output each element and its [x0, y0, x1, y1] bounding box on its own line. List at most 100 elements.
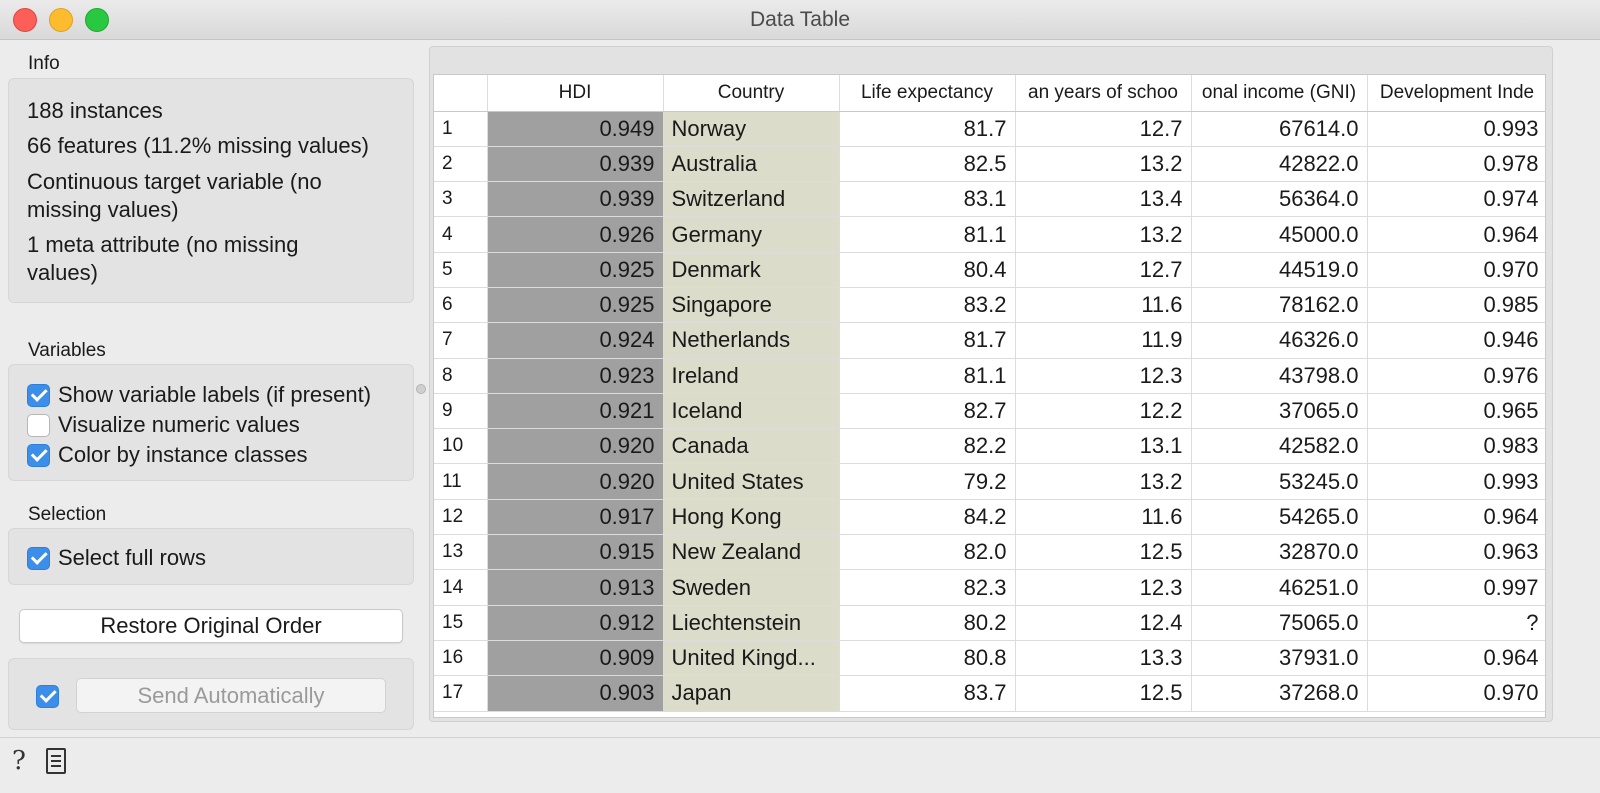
schooling-cell[interactable]: 12.3 [1015, 569, 1192, 606]
development-index-cell[interactable]: 0.965 [1367, 393, 1545, 430]
table-row[interactable]: 11 0.920 United States 79.2 13.2 53245.0 0.993 [434, 463, 1545, 500]
row-number[interactable]: 11 [434, 463, 488, 500]
gni-cell[interactable]: 53245.0 [1191, 463, 1368, 500]
row-number[interactable]: 1 [434, 111, 488, 147]
gni-cell[interactable]: 37931.0 [1191, 640, 1368, 677]
development-index-cell[interactable]: 0.970 [1367, 675, 1545, 712]
life-expectancy-cell[interactable]: 80.2 [839, 605, 1016, 641]
gni-header[interactable]: onal income (GNI) [1191, 75, 1368, 112]
hdi-cell[interactable]: 0.925 [487, 252, 664, 288]
country-cell[interactable]: Japan [663, 675, 840, 712]
hdi-cell[interactable]: 0.925 [487, 287, 664, 324]
gni-cell[interactable]: 46326.0 [1191, 322, 1368, 359]
life-expectancy-cell[interactable]: 82.7 [839, 393, 1016, 430]
country-cell[interactable]: United States [663, 463, 840, 500]
life-expectancy-cell[interactable]: 83.2 [839, 287, 1016, 324]
table-row[interactable]: 10 0.920 Canada 82.2 13.1 42582.0 0.983 [434, 428, 1545, 465]
hdi-cell[interactable]: 0.903 [487, 675, 664, 712]
data-table[interactable]: HDI Country Life expectancy an years of sch… [433, 74, 1546, 718]
table-row[interactable]: 7 0.924 Netherlands 81.7 11.9 46326.0 0.946 [434, 322, 1545, 359]
country-cell[interactable]: Norway [663, 111, 840, 147]
country-cell[interactable]: Hong Kong [663, 499, 840, 536]
development-index-cell[interactable]: 0.985 [1367, 287, 1545, 324]
life-expectancy-cell[interactable]: 84.2 [839, 499, 1016, 536]
life-expectancy-header[interactable]: Life expectancy [839, 75, 1016, 112]
country-cell[interactable]: New Zealand [663, 534, 840, 571]
hdi-cell[interactable]: 0.939 [487, 146, 664, 183]
row-number[interactable]: 8 [434, 358, 488, 394]
schooling-cell[interactable]: 13.2 [1015, 216, 1192, 253]
gni-cell[interactable]: 37268.0 [1191, 675, 1368, 712]
country-cell[interactable]: United Kingd... [663, 640, 840, 677]
gni-cell[interactable]: 75065.0 [1191, 605, 1368, 641]
country-cell[interactable]: Singapore [663, 287, 840, 324]
schooling-cell[interactable]: 12.7 [1015, 111, 1192, 147]
schooling-cell[interactable]: 11.6 [1015, 499, 1192, 536]
life-expectancy-cell[interactable]: 79.2 [839, 463, 1016, 500]
restore-original-order-button[interactable]: Restore Original Order [19, 609, 403, 643]
row-number[interactable]: 10 [434, 428, 488, 465]
row-number[interactable]: 12 [434, 499, 488, 536]
hdi-cell[interactable]: 0.913 [487, 569, 664, 606]
country-header[interactable]: Country [663, 75, 840, 112]
table-row[interactable]: 16 0.909 United Kingd... 80.8 13.3 37931.0 0.9… [434, 640, 1545, 677]
hdi-cell[interactable]: 0.917 [487, 499, 664, 536]
row-number[interactable]: 7 [434, 322, 488, 359]
visualize-numeric-option[interactable]: Visualize numeric values [27, 412, 300, 438]
development-index-cell[interactable]: 0.993 [1367, 463, 1545, 500]
close-window-button[interactable] [13, 8, 37, 32]
life-expectancy-cell[interactable]: 83.1 [839, 181, 1016, 218]
table-row[interactable]: 8 0.923 Ireland 81.1 12.3 43798.0 0.976 [434, 358, 1545, 394]
hdi-cell[interactable]: 0.912 [487, 605, 664, 641]
hdi-cell[interactable]: 0.909 [487, 640, 664, 677]
row-number[interactable]: 3 [434, 181, 488, 218]
minimize-window-button[interactable] [49, 8, 73, 32]
schooling-cell[interactable]: 12.2 [1015, 393, 1192, 430]
auto-send-option[interactable] [36, 683, 67, 709]
schooling-cell[interactable]: 11.6 [1015, 287, 1192, 324]
table-row[interactable]: 5 0.925 Denmark 80.4 12.7 44519.0 0.970 [434, 252, 1545, 288]
gni-cell[interactable]: 42822.0 [1191, 146, 1368, 183]
table-row[interactable]: 6 0.925 Singapore 83.2 11.6 78162.0 0.985 [434, 287, 1545, 324]
development-index-cell[interactable]: 0.997 [1367, 569, 1545, 606]
table-row[interactable]: 2 0.939 Australia 82.5 13.2 42822.0 0.978 [434, 146, 1545, 183]
table-row[interactable]: 14 0.913 Sweden 82.3 12.3 46251.0 0.997 [434, 569, 1545, 606]
schooling-cell[interactable]: 12.5 [1015, 534, 1192, 571]
schooling-cell[interactable]: 13.3 [1015, 640, 1192, 677]
table-row[interactable]: 15 0.912 Liechtenstein 80.2 12.4 75065.0? [434, 605, 1545, 641]
country-cell[interactable]: Sweden [663, 569, 840, 606]
table-row[interactable]: 3 0.939 Switzerland 83.1 13.4 56364.0 0.974 [434, 181, 1545, 218]
hdi-cell[interactable]: 0.924 [487, 322, 664, 359]
schooling-cell[interactable]: 13.2 [1015, 463, 1192, 500]
life-expectancy-cell[interactable]: 82.2 [839, 428, 1016, 465]
development-index-cell[interactable]: 0.964 [1367, 640, 1545, 677]
country-cell[interactable]: Australia [663, 146, 840, 183]
show-variable-labels-checkbox[interactable] [27, 383, 50, 407]
gni-cell[interactable]: 32870.0 [1191, 534, 1368, 571]
life-expectancy-cell[interactable]: 80.8 [839, 640, 1016, 677]
row-number[interactable]: 5 [434, 252, 488, 288]
hdi-cell[interactable]: 0.923 [487, 358, 664, 394]
maximize-window-button[interactable] [85, 8, 109, 32]
splitter-handle[interactable] [416, 384, 426, 394]
country-cell[interactable]: Denmark [663, 252, 840, 288]
visualize-numeric-checkbox[interactable] [27, 413, 50, 437]
row-number[interactable]: 4 [434, 216, 488, 253]
table-row[interactable]: 13 0.915 New Zealand 82.0 12.5 32870.0 0.963 [434, 534, 1545, 571]
hdi-cell[interactable]: 0.939 [487, 181, 664, 218]
table-row[interactable]: 4 0.926 Germany 81.1 13.2 45000.0 0.964 [434, 216, 1545, 253]
row-number[interactable]: 13 [434, 534, 488, 571]
development-index-cell[interactable]: 0.963 [1367, 534, 1545, 571]
development-index-cell[interactable]: 0.983 [1367, 428, 1545, 465]
country-cell[interactable]: Ireland [663, 358, 840, 394]
development-index-cell[interactable]: 0.964 [1367, 499, 1545, 536]
gni-cell[interactable]: 67614.0 [1191, 111, 1368, 147]
gni-cell[interactable]: 43798.0 [1191, 358, 1368, 394]
hdi-cell[interactable]: 0.915 [487, 534, 664, 571]
row-number-header[interactable] [434, 75, 488, 112]
gni-cell[interactable]: 78162.0 [1191, 287, 1368, 324]
hdi-cell[interactable]: 0.949 [487, 111, 664, 147]
schooling-cell[interactable]: 12.5 [1015, 675, 1192, 712]
life-expectancy-cell[interactable]: 82.3 [839, 569, 1016, 606]
country-cell[interactable]: Germany [663, 216, 840, 253]
